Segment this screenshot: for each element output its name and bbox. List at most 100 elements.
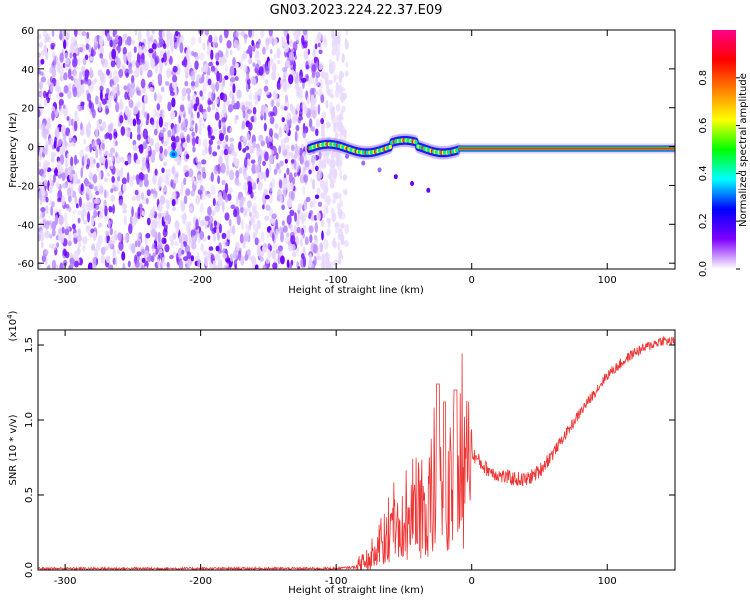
heatmap-cell: [40, 76, 47, 83]
heatmap-cell: [50, 205, 54, 217]
heatmap-cell: [266, 142, 270, 149]
snr-series-line: [38, 335, 675, 570]
heatmap-cell: [70, 36, 77, 45]
heatmap-cell: [245, 223, 248, 231]
heatmap-cell: [166, 261, 170, 268]
heatmap-cell: [49, 233, 53, 239]
heatmap-cell: [344, 223, 350, 235]
heatmap-cell: [195, 155, 199, 163]
heatmap-cell: [285, 123, 290, 134]
heatmap-cell: [332, 237, 336, 249]
heatmap-cell: [95, 197, 101, 204]
heatmap-cell: [83, 154, 88, 166]
heatmap-cell: [286, 179, 292, 191]
heatmap-cell: [314, 165, 319, 172]
heatmap-cell: [82, 209, 87, 218]
heatmap-cell: [159, 68, 163, 75]
heatmap-cell: [222, 77, 226, 87]
heatmap-cell: [278, 126, 283, 138]
heatmap-cell: [90, 201, 94, 209]
heatmap-cell: [145, 197, 149, 205]
heatmap-cell: [61, 195, 66, 206]
heatmap-cell: [316, 212, 321, 221]
heatmap-cell: [273, 132, 278, 139]
heatmap-cell: [190, 190, 196, 197]
heatmap-cell: [38, 81, 43, 90]
heatmap-cell: [210, 65, 216, 72]
heatmap-cell: [171, 152, 176, 157]
heatmap-cell: [202, 122, 206, 129]
heatmap-cell: [142, 63, 148, 72]
heatmap-cell: [62, 182, 68, 189]
heatmap-cell: [217, 232, 220, 241]
heatmap-cell: [50, 106, 56, 112]
heatmap-cell: [279, 255, 285, 265]
heatmap-cell: [308, 258, 313, 269]
heatmap-cell: [253, 256, 257, 266]
heatmap-cell: [64, 158, 69, 168]
heatmap-cell: [38, 161, 41, 168]
heatmap-cell: [194, 55, 200, 61]
heatmap-cell: [138, 65, 142, 73]
heatmap-cell: [128, 223, 133, 235]
heatmap-cell: [181, 87, 187, 97]
heatmap-cell: [214, 111, 220, 121]
heatmap-cell: [204, 30, 210, 36]
heatmap-cell: [260, 140, 266, 147]
heatmap-cell: [253, 115, 257, 122]
heatmap-cell: [283, 125, 287, 131]
heatmap-cell: [67, 68, 72, 80]
heatmap-cell: [188, 168, 194, 178]
heatmap-cell: [40, 89, 43, 100]
heatmap-cell: [43, 179, 48, 187]
heatmap-cell: [56, 146, 60, 152]
heatmap-cell: [105, 159, 108, 170]
heatmap-cell: [326, 259, 330, 265]
heatmap-cell: [210, 49, 214, 61]
heatmap-cell: [247, 184, 253, 195]
heatmap-cell: [145, 232, 151, 239]
heatmap-cell: [199, 90, 203, 97]
heatmap-cell: [123, 85, 128, 91]
heatmap-cell: [185, 188, 191, 197]
heatmap-cell: [325, 261, 331, 269]
heatmap-cell: [72, 177, 77, 186]
heatmap-cell: [208, 34, 213, 43]
heatmap-cell: [132, 175, 137, 181]
heatmap-cell: [122, 46, 127, 55]
heatmap-cell: [196, 252, 200, 262]
heatmap-cell: [318, 170, 323, 179]
heatmap-cell: [285, 144, 290, 150]
heatmap-cell: [56, 197, 63, 203]
heatmap-cell: [112, 69, 118, 81]
heatmap-cell: [290, 235, 296, 245]
heatmap-cell: [191, 136, 196, 147]
heatmap-cell: [73, 260, 79, 268]
heatmap-cell: [225, 241, 230, 246]
heatmap-cell: [302, 185, 306, 196]
heatmap-cell: [414, 139, 418, 145]
heatmap-cell: [336, 202, 341, 211]
heatmap-cell: [65, 203, 70, 209]
spectrogram-xtick-label: 100: [598, 275, 617, 286]
heatmap-cell: [82, 235, 88, 245]
heatmap-cell: [262, 160, 266, 167]
heatmap-cell: [113, 30, 118, 36]
heatmap-cell: [340, 71, 345, 79]
heatmap-cell: [302, 256, 307, 268]
figure-title: GN03.2023.224.22.37.E09: [270, 3, 443, 18]
heatmap-cell: [50, 151, 57, 158]
heatmap-cell: [163, 174, 169, 184]
heatmap-cell: [185, 153, 190, 160]
heatmap-cell: [99, 89, 103, 101]
heatmap-cell: [146, 146, 151, 152]
heatmap-cell: [328, 67, 334, 74]
heatmap-cell: [190, 255, 195, 262]
heatmap-cell: [288, 51, 295, 61]
heatmap-cell: [88, 193, 94, 200]
heatmap-cell: [336, 114, 341, 120]
heatmap-cell: [217, 249, 223, 254]
heatmap-cell: [198, 137, 201, 147]
heatmap-cell: [48, 93, 52, 99]
